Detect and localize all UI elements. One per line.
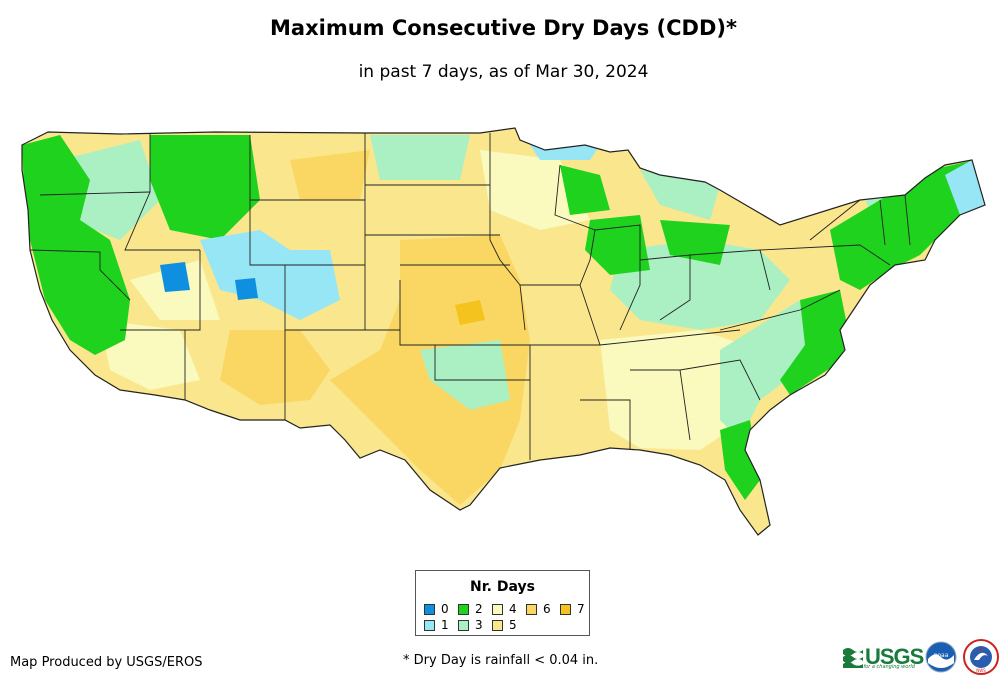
region-3-days-oklahoma [420, 340, 510, 410]
legend-label: 5 [509, 618, 517, 632]
usgs-wave-icon [843, 648, 863, 668]
legend-swatch-4 [492, 603, 503, 615]
legend-item-1: 1 [424, 618, 449, 632]
nws-logo-icon: NWS [963, 639, 999, 675]
map-title: Maximum Consecutive Dry Days (CDD)* [270, 16, 737, 40]
legend-swatch-3 [458, 619, 469, 631]
legend-swatch-5 [492, 619, 503, 631]
legend-item-2: 2 [458, 602, 483, 616]
region-2-days-idaho [150, 135, 260, 240]
map-credit: Map Produced by USGS/EROS [10, 655, 203, 670]
region-0-days-colorado [235, 278, 258, 300]
region-6-days-montana [290, 150, 370, 200]
usgs-tagline: science for a changing world [843, 664, 915, 670]
legend-label: 3 [475, 618, 483, 632]
noaa-logo-text: noaa [934, 652, 949, 659]
region-1-day-maine [945, 160, 985, 215]
region-1-day-rockies [200, 230, 340, 320]
legend-item-5: 5 [492, 618, 517, 632]
legend-label: 1 [441, 618, 449, 632]
region-2-days-wisconsin-illinois [585, 215, 650, 275]
region-0-days-utah [160, 262, 190, 292]
region-2-days-virginia-coast [780, 290, 850, 395]
legend-item-6: 6 [526, 602, 551, 616]
usgs-logo-icon: USGS [843, 643, 924, 671]
legend-label: 0 [441, 602, 449, 616]
legend-label: 4 [509, 602, 517, 616]
legend-swatch-0 [424, 603, 435, 615]
region-3-days-northwest [60, 140, 160, 240]
legend-item-3: 3 [458, 618, 483, 632]
legend-label: 2 [475, 602, 483, 616]
legend-item-7: 7 [560, 602, 585, 616]
legend-label: 6 [543, 602, 551, 616]
legend-title: Nr. Days [470, 579, 535, 595]
legend-swatch-6 [526, 603, 537, 615]
region-6-days-southwest [220, 330, 330, 405]
region-7-days-kansas [455, 300, 485, 325]
region-3-days-north-dakota [370, 135, 470, 180]
cdd-fill-layer [22, 128, 985, 535]
region-2-days-florida [720, 420, 760, 500]
legend-swatch-1 [424, 619, 435, 631]
legend-label: 7 [577, 602, 585, 616]
region-3-days-michigan [640, 170, 720, 220]
noaa-logo-icon: noaa [925, 641, 957, 673]
legend-item-0: 0 [424, 602, 449, 616]
region-3-days-carolinas [720, 300, 830, 440]
region-3-days-ohio-valley [610, 240, 790, 330]
nws-logo-text: NWS [976, 668, 986, 673]
usgs-logo-text: USGS [865, 644, 924, 669]
legend-item-4: 4 [492, 602, 517, 616]
map-subtitle: in past 7 days, as of Mar 30, 2024 [358, 62, 649, 82]
region-2-days-pacific-coast [22, 135, 130, 355]
state-borders [21, 127, 986, 536]
region-2-days-northeast [830, 160, 985, 290]
legend-swatch-7 [560, 603, 571, 615]
region-2-days-minnesota [560, 165, 610, 215]
dry-day-footnote: * Dry Day is rainfall < 0.04 in. [403, 653, 599, 668]
legend-swatch-2 [458, 603, 469, 615]
legend-box: Nr. Days 0 1 2 3 4 5 6 7 [415, 570, 590, 636]
